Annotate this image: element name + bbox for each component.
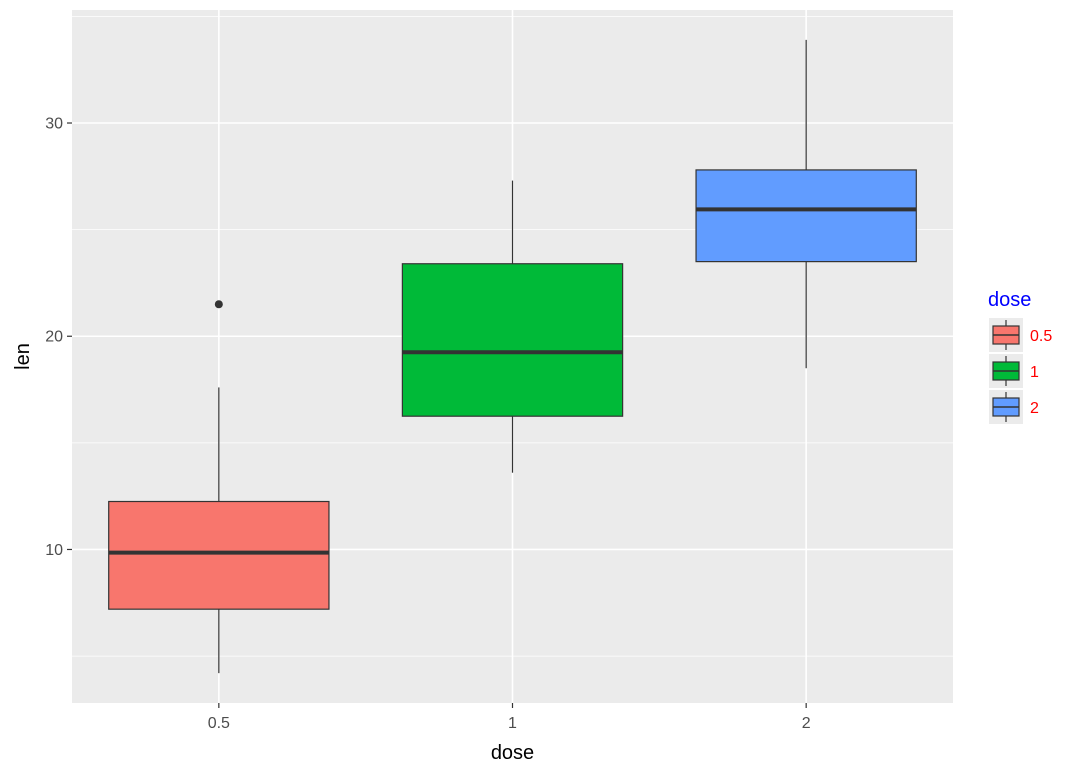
legend-item-2: 2 [989,390,1039,424]
legend-items: 0.5 1 2 [989,318,1052,424]
x-axis: 0.5 1 2 [208,703,811,732]
legend-item-1: 1 [989,354,1039,388]
x-tick-label: 1 [508,715,517,732]
x-tick-label: 0.5 [208,715,230,732]
y-tick-label: 10 [45,542,63,559]
box-1 [401,180,624,473]
box-body [108,500,330,610]
box-layer [108,39,917,674]
x-axis-title: dose [491,742,534,764]
y-axis: 10 20 30 [45,116,72,559]
legend-item-0.5: 0.5 [989,318,1052,352]
outlier-point [214,300,223,309]
y-axis-title: len [12,343,34,370]
legend-label: 1 [1030,364,1039,381]
legend: dose 0.5 1 2 [988,289,1052,424]
box-0.5 [108,300,330,674]
legend-title: dose [988,289,1031,311]
legend-label: 2 [1030,400,1039,417]
y-tick-label: 30 [45,116,63,133]
box-2 [695,39,917,369]
legend-label: 0.5 [1030,328,1052,345]
box-body [401,263,624,417]
y-tick-label: 20 [45,329,63,346]
x-tick-label: 2 [802,715,811,732]
box-body [695,169,917,263]
